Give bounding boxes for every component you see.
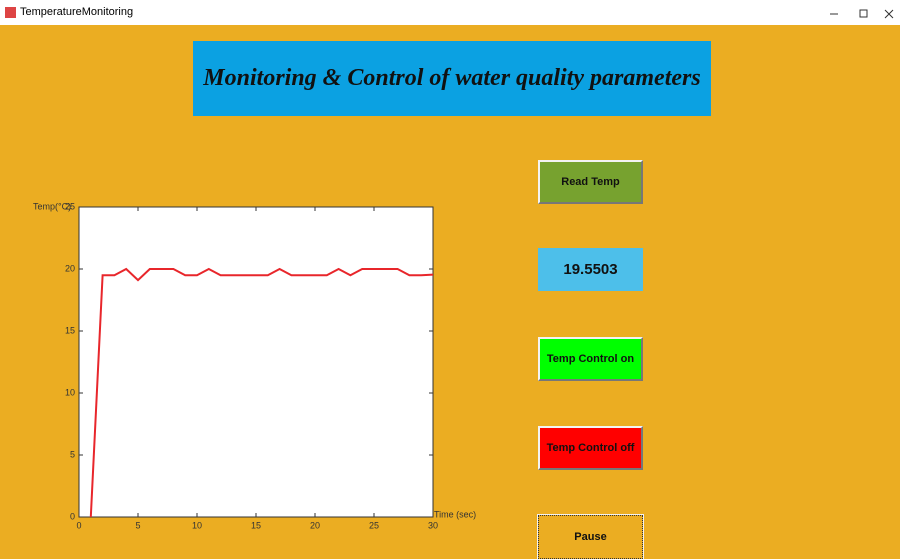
- x-tick-label: 15: [251, 520, 261, 530]
- header-panel: Monitoring & Control of water quality pa…: [193, 41, 711, 116]
- app-icon: [5, 7, 16, 18]
- read-temp-button[interactable]: Read Temp: [538, 160, 643, 204]
- y-tick-label: 10: [65, 387, 75, 397]
- header-title: Monitoring & Control of water quality pa…: [203, 65, 701, 91]
- y-tick-label: 25: [65, 201, 75, 211]
- x-tick-label: 25: [369, 520, 379, 530]
- pause-button[interactable]: Pause: [537, 514, 644, 559]
- close-icon[interactable]: [884, 9, 894, 19]
- y-tick-label: 5: [70, 449, 75, 459]
- y-tick-label: 0: [70, 511, 75, 521]
- x-axis-label: Time (sec): [434, 509, 476, 519]
- x-tick-label: 10: [192, 520, 202, 530]
- window-title: TemperatureMonitoring: [20, 6, 134, 18]
- y-tick-label: 20: [65, 263, 75, 273]
- x-tick-label: 30: [428, 520, 438, 530]
- data-line: [89, 267, 434, 518]
- x-tick-label: 0: [76, 520, 81, 530]
- restore-icon[interactable]: [859, 9, 868, 18]
- control-off-button[interactable]: Temp Control off: [538, 426, 643, 470]
- control-on-button[interactable]: Temp Control on: [538, 337, 643, 381]
- y-tick-label: 15: [65, 325, 75, 335]
- y-axis-label: Temp(°C): [33, 201, 71, 211]
- temp-display: 19.5503: [538, 248, 643, 291]
- x-tick-label: 5: [135, 520, 140, 530]
- x-tick-label: 20: [310, 520, 320, 530]
- title-icons: [5, 7, 894, 19]
- plot-area: [78, 206, 434, 518]
- title-bar: TemperatureMonitoring: [0, 0, 900, 25]
